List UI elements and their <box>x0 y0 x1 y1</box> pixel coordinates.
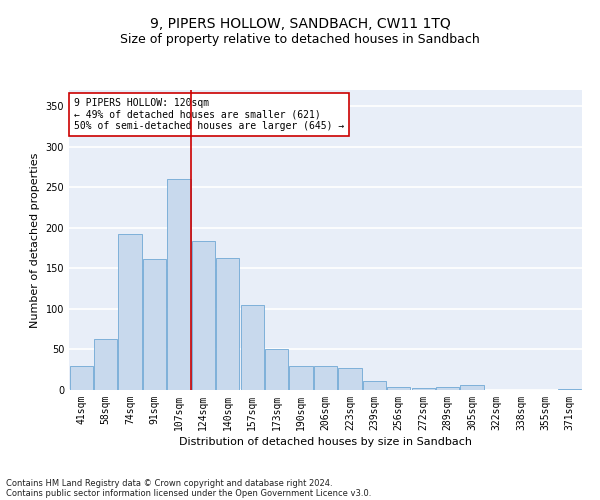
Bar <box>192 241 215 390</box>
Bar <box>118 234 142 390</box>
Bar <box>70 366 93 390</box>
Text: Contains HM Land Registry data © Crown copyright and database right 2024.: Contains HM Land Registry data © Crown c… <box>6 478 332 488</box>
Bar <box>143 260 166 390</box>
Bar <box>314 366 337 390</box>
Text: 9, PIPERS HOLLOW, SANDBACH, CW11 1TQ: 9, PIPERS HOLLOW, SANDBACH, CW11 1TQ <box>149 18 451 32</box>
Text: Contains public sector information licensed under the Open Government Licence v3: Contains public sector information licen… <box>6 488 371 498</box>
Bar <box>460 385 484 390</box>
Bar <box>558 389 581 390</box>
X-axis label: Distribution of detached houses by size in Sandbach: Distribution of detached houses by size … <box>179 437 472 447</box>
Text: 9 PIPERS HOLLOW: 120sqm
← 49% of detached houses are smaller (621)
50% of semi-d: 9 PIPERS HOLLOW: 120sqm ← 49% of detache… <box>74 98 344 130</box>
Bar <box>241 305 264 390</box>
Bar <box>216 258 239 390</box>
Bar <box>289 366 313 390</box>
Bar <box>265 350 288 390</box>
Bar <box>412 388 435 390</box>
Bar <box>167 179 191 390</box>
Text: Size of property relative to detached houses in Sandbach: Size of property relative to detached ho… <box>120 32 480 46</box>
Bar <box>363 381 386 390</box>
Bar <box>387 387 410 390</box>
Bar <box>338 368 362 390</box>
Bar <box>436 387 459 390</box>
Bar <box>94 339 117 390</box>
Y-axis label: Number of detached properties: Number of detached properties <box>30 152 40 328</box>
